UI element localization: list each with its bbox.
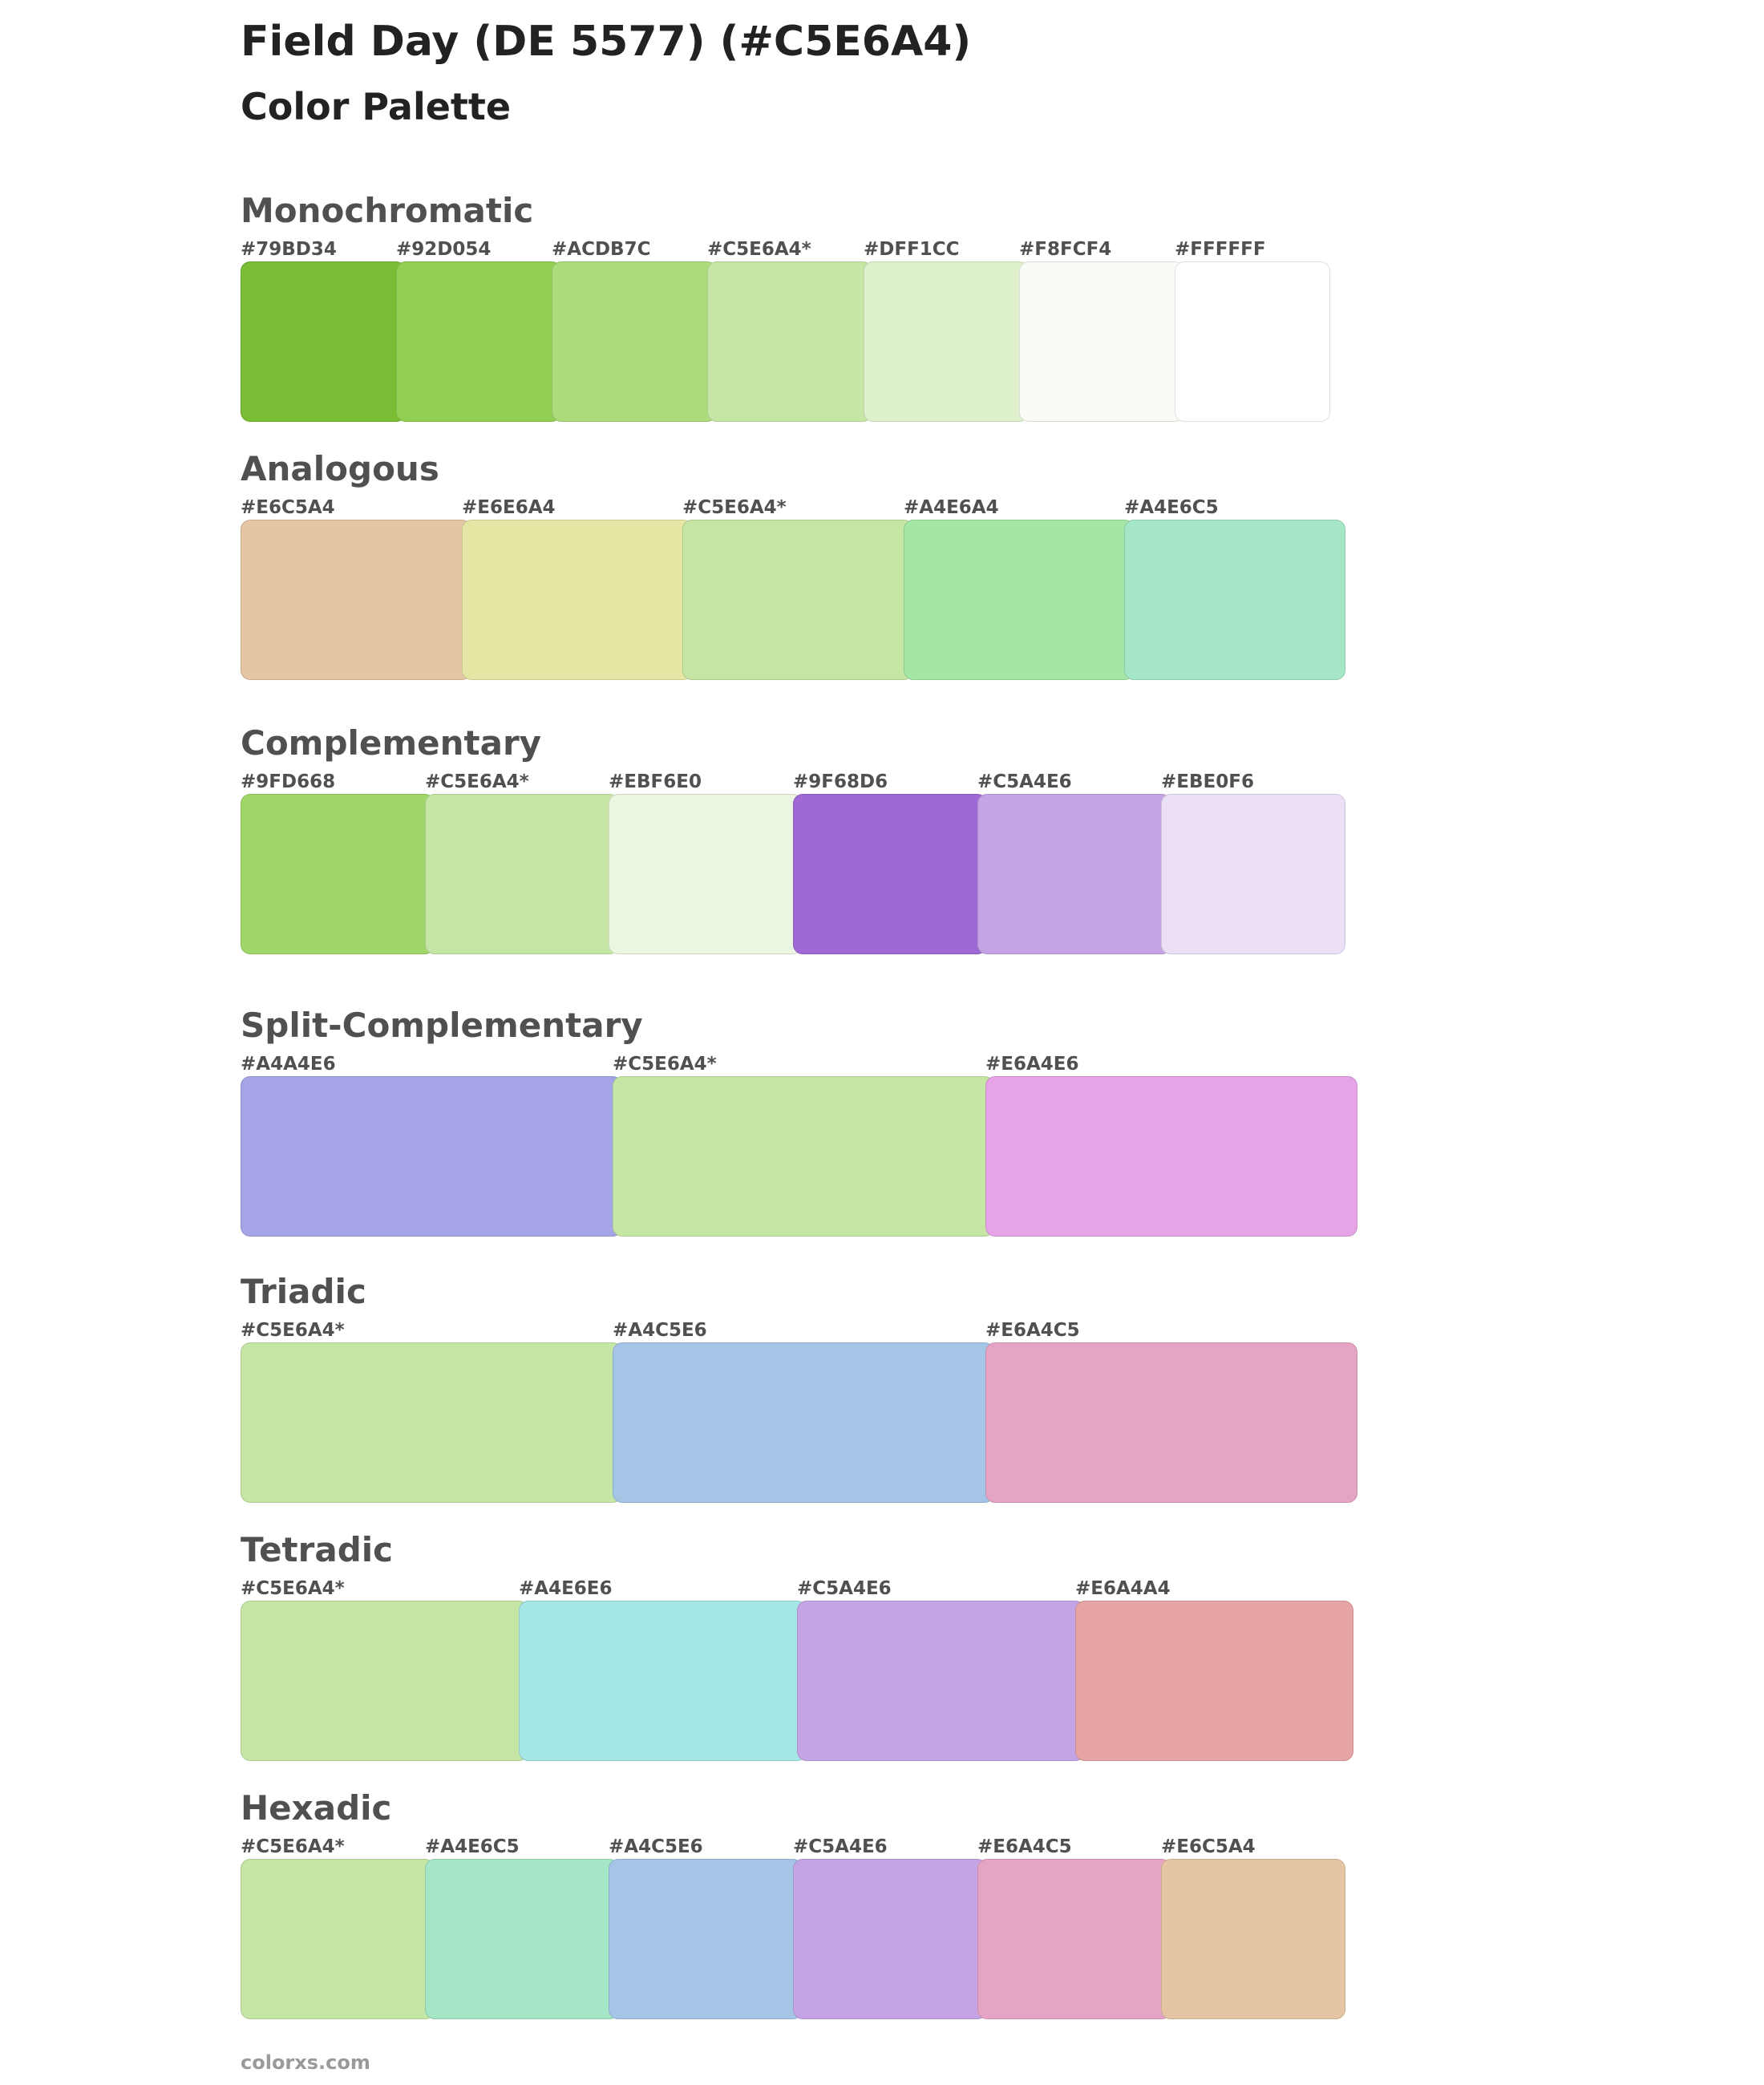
color-swatch[interactable] <box>241 1859 435 2019</box>
swatch-hex-label[interactable]: #C5E6A4* <box>425 771 529 792</box>
swatch-hex-label[interactable]: #C5A4E6 <box>793 1836 888 1857</box>
swatch-hex-label[interactable]: #E6A4C5 <box>985 1320 1080 1341</box>
color-swatch[interactable] <box>977 794 1171 954</box>
color-swatch[interactable] <box>1124 520 1345 680</box>
color-swatch[interactable] <box>682 520 913 680</box>
color-swatch[interactable] <box>552 261 717 422</box>
swatch-hex-label[interactable]: #C5A4E6 <box>797 1578 892 1599</box>
swatch-hex-label[interactable]: #DFF1CC <box>864 239 960 260</box>
swatch-hex-label[interactable]: #A4E6E6 <box>519 1578 613 1599</box>
swatch-hex-label[interactable]: #92D054 <box>396 239 492 260</box>
color-swatch[interactable] <box>904 520 1135 680</box>
swatch-hex-label[interactable]: #C5E6A4* <box>682 497 787 518</box>
swatch-strip <box>241 261 1330 422</box>
color-swatch[interactable] <box>241 794 435 954</box>
section-title: Split-Complementary <box>241 1006 643 1045</box>
color-swatch[interactable] <box>864 261 1029 422</box>
color-swatch[interactable] <box>613 1076 994 1237</box>
swatch-strip <box>241 1076 1357 1237</box>
color-swatch[interactable] <box>977 1859 1171 2019</box>
color-swatch[interactable] <box>425 794 619 954</box>
color-swatch[interactable] <box>462 520 693 680</box>
color-swatch[interactable] <box>793 794 987 954</box>
swatch-hex-label[interactable]: #A4E6A4 <box>904 497 999 518</box>
swatch-hex-label[interactable]: #E6C5A4 <box>1161 1836 1256 1857</box>
color-swatch[interactable] <box>985 1076 1357 1237</box>
swatch-strip <box>241 1342 1357 1503</box>
page-subtitle: Color Palette <box>241 85 512 128</box>
color-swatch[interactable] <box>241 1601 528 1761</box>
swatch-hex-label[interactable]: #F8FCF4 <box>1019 239 1112 260</box>
swatch-strip <box>241 520 1345 680</box>
swatch-hex-label[interactable]: #E6A4E6 <box>985 1054 1079 1075</box>
swatch-hex-label[interactable]: #9FD668 <box>241 771 336 792</box>
color-swatch[interactable] <box>241 520 471 680</box>
swatch-hex-label[interactable]: #9F68D6 <box>793 771 888 792</box>
color-swatch[interactable] <box>613 1342 994 1503</box>
color-swatch[interactable] <box>519 1601 807 1761</box>
swatch-hex-label[interactable]: #A4E6C5 <box>1124 497 1219 518</box>
swatch-hex-label[interactable]: #C5E6A4* <box>241 1578 345 1599</box>
section-title: Monochromatic <box>241 191 534 230</box>
color-swatch[interactable] <box>793 1859 987 2019</box>
swatch-hex-label[interactable]: #E6A4A4 <box>1075 1578 1171 1599</box>
color-swatch[interactable] <box>1161 794 1345 954</box>
color-swatch[interactable] <box>241 1342 622 1503</box>
swatch-hex-label[interactable]: #A4C5E6 <box>609 1836 703 1857</box>
swatch-hex-label[interactable]: #C5A4E6 <box>977 771 1072 792</box>
color-swatch[interactable] <box>1019 261 1184 422</box>
section-title: Hexadic <box>241 1788 392 1828</box>
swatch-hex-label[interactable]: #EBF6E0 <box>609 771 702 792</box>
section-title: Tetradic <box>241 1530 394 1569</box>
color-swatch[interactable] <box>396 261 561 422</box>
swatch-strip <box>241 1859 1345 2019</box>
color-swatch[interactable] <box>985 1342 1357 1503</box>
swatch-hex-label[interactable]: #C5E6A4* <box>613 1054 717 1075</box>
swatch-hex-label[interactable]: #C5E6A4* <box>707 239 811 260</box>
swatch-strip <box>241 1601 1353 1761</box>
swatch-hex-label[interactable]: #FFFFFF <box>1175 239 1266 260</box>
page-title: Field Day (DE 5577) (#C5E6A4) <box>241 18 972 66</box>
color-swatch[interactable] <box>241 1076 622 1237</box>
color-swatch[interactable] <box>1175 261 1330 422</box>
color-swatch[interactable] <box>797 1601 1085 1761</box>
section-title: Analogous <box>241 449 439 488</box>
swatch-strip <box>241 794 1345 954</box>
color-swatch[interactable] <box>609 1859 803 2019</box>
site-footer[interactable]: colorxs.com <box>241 2051 370 2074</box>
swatch-hex-label[interactable]: #A4A4E6 <box>241 1054 336 1075</box>
swatch-hex-label[interactable]: #E6A4C5 <box>977 1836 1072 1857</box>
swatch-hex-label[interactable]: #E6C5A4 <box>241 497 335 518</box>
color-swatch[interactable] <box>707 261 872 422</box>
color-swatch[interactable] <box>425 1859 619 2019</box>
swatch-hex-label[interactable]: #79BD34 <box>241 239 337 260</box>
color-swatch[interactable] <box>1161 1859 1345 2019</box>
section-title: Complementary <box>241 723 542 763</box>
swatch-hex-label[interactable]: #E6E6A4 <box>462 497 556 518</box>
swatch-hex-label[interactable]: #C5E6A4* <box>241 1836 345 1857</box>
color-swatch[interactable] <box>1075 1601 1353 1761</box>
swatch-hex-label[interactable]: #A4C5E6 <box>613 1320 707 1341</box>
swatch-hex-label[interactable]: #EBE0F6 <box>1161 771 1254 792</box>
swatch-hex-label[interactable]: #A4E6C5 <box>425 1836 520 1857</box>
swatch-hex-label[interactable]: #C5E6A4* <box>241 1320 345 1341</box>
color-swatch[interactable] <box>241 261 406 422</box>
color-swatch[interactable] <box>609 794 803 954</box>
swatch-hex-label[interactable]: #ACDB7C <box>552 239 651 260</box>
section-title: Triadic <box>241 1272 366 1311</box>
